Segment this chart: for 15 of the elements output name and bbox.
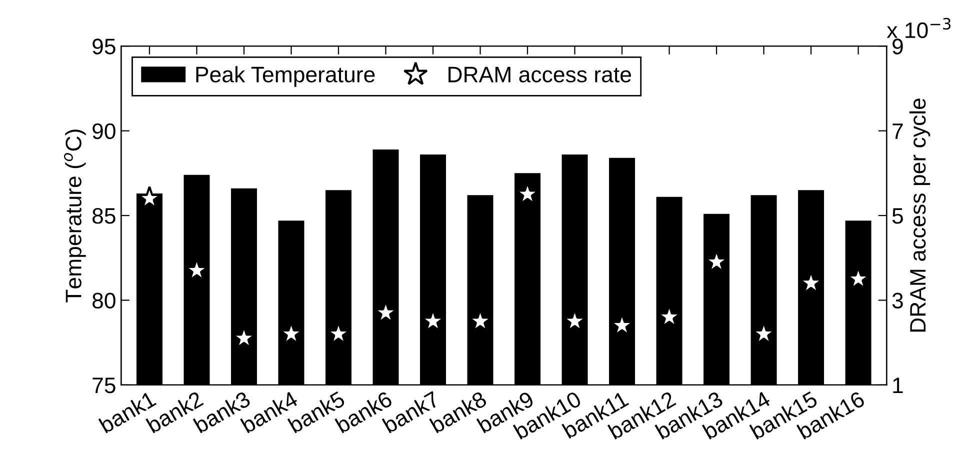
y-axis-title: Temperature ($^{o}$C) bbox=[64, 130, 86, 302]
y2-axis-title: DRAM access per cycle bbox=[909, 98, 930, 332]
y2-tick-label: 1 bbox=[893, 378, 903, 393]
y2-tick-label: 7 bbox=[892, 124, 903, 139]
y2-tick-label: 3 bbox=[892, 292, 903, 308]
y-tick-label: 95 bbox=[92, 38, 116, 54]
legend-label: DRAM access rate bbox=[448, 66, 631, 82]
text: x 10$^{−3}$ bbox=[886, 18, 951, 38]
y-tick-label: 75 bbox=[92, 378, 116, 394]
y-tick-label: 80 bbox=[92, 292, 116, 308]
y-tick-label: 85 bbox=[92, 208, 116, 224]
y2-tick-label: 9 bbox=[892, 38, 903, 54]
y-tick-label: 90 bbox=[92, 123, 116, 140]
y2-tick-label: 5 bbox=[892, 208, 903, 224]
legend-label: Peak Temperature bbox=[196, 66, 375, 87]
